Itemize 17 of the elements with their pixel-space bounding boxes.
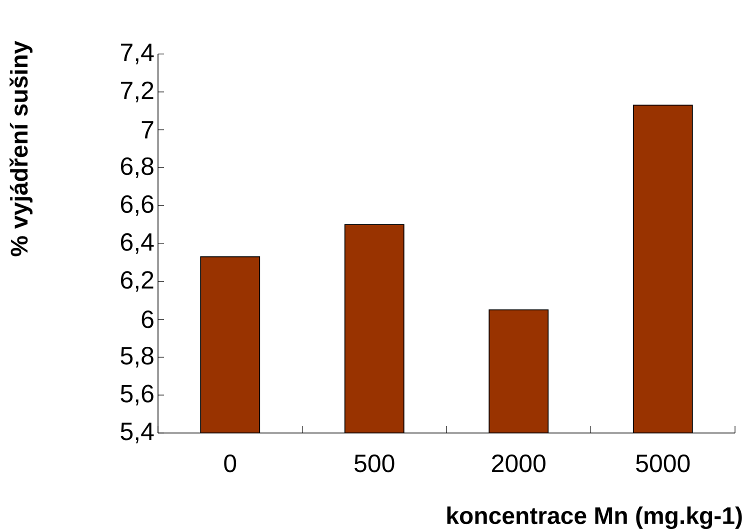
x-tick-label: 500 <box>354 454 394 472</box>
y-tick-label: 5,4 <box>120 422 154 444</box>
y-axis-title: % vyjádření sušiny <box>10 40 32 256</box>
y-tick-label: 6,4 <box>120 233 154 254</box>
y-tick-label: 5,8 <box>120 346 154 368</box>
y-tick-label: 7,2 <box>121 81 154 102</box>
y-tick-label: 6,6 <box>120 195 154 216</box>
y-tick-label: 6,8 <box>120 157 154 178</box>
x-axis-title: koncentrace Mn (mg.kg-1) <box>447 506 742 529</box>
y-tick-label: 5,6 <box>120 384 154 406</box>
y-tick-label: 7,4 <box>121 44 154 64</box>
y-tick-label: 7 <box>142 121 154 138</box>
x-tick-label: 5000 <box>636 454 690 472</box>
y-tick-label: 6,2 <box>120 270 154 292</box>
x-tick-label: 0 <box>224 454 236 472</box>
x-tick-label: 2000 <box>492 454 546 472</box>
y-tick-label: 6 <box>142 310 154 328</box>
